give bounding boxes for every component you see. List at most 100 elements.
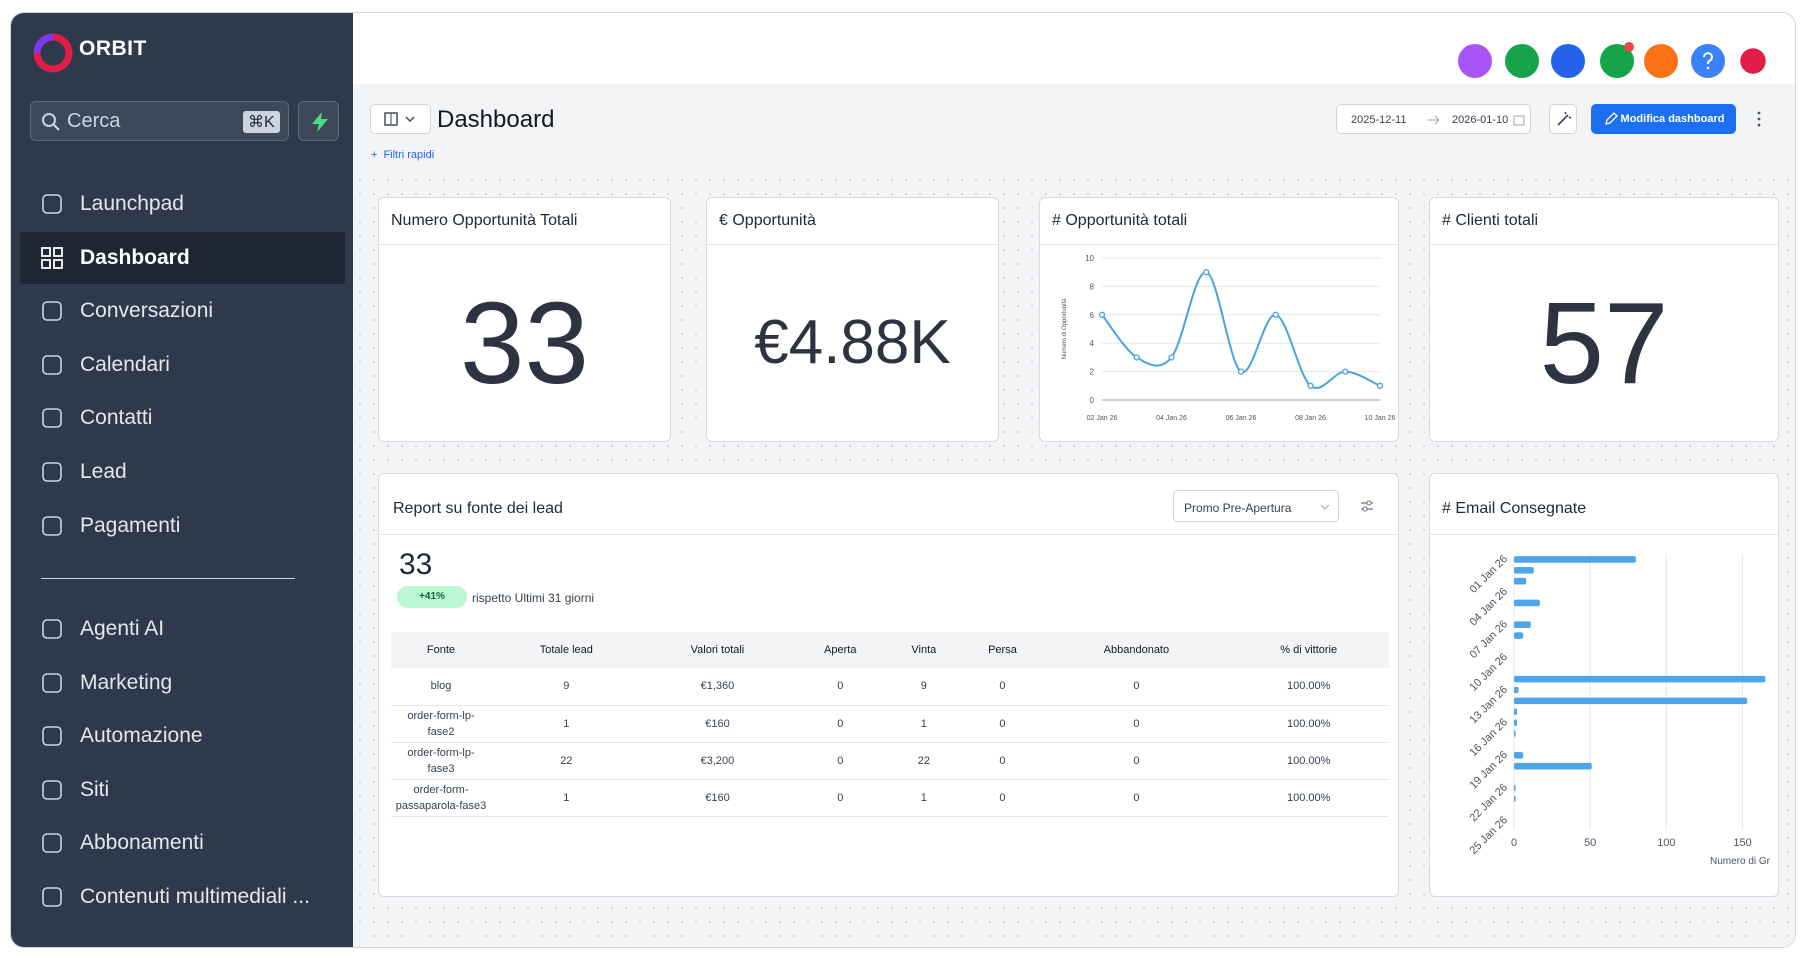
- bar: [1514, 567, 1534, 574]
- table-row: order-form-passaparola-fase3 1 €160 0 1 0 0 100…: [391, 779, 1389, 817]
- nav-label: Abbonamenti: [80, 831, 204, 855]
- bar: [1514, 730, 1516, 737]
- nav-item[interactable]: Contatti: [20, 392, 345, 444]
- icon-part: [42, 619, 62, 639]
- table-cell: €1,360: [641, 668, 794, 706]
- nav-item[interactable]: Launchpad: [20, 178, 345, 230]
- nav-item[interactable]: Lead: [20, 446, 345, 498]
- nav-item[interactable]: Contenuti multimediali ...: [20, 871, 345, 923]
- icon-part: [42, 779, 62, 800]
- magic-button[interactable]: [1549, 104, 1577, 134]
- nav-item[interactable]: Pagamenti: [20, 500, 345, 552]
- nav-icon: [42, 779, 62, 800]
- nav-item[interactable]: Conversazioni: [20, 285, 345, 337]
- nav-icon: [42, 726, 62, 746]
- icon-part: [42, 672, 62, 693]
- date-from: 2025-12-11: [1351, 114, 1407, 126]
- nav-item[interactable]: Calendari: [20, 339, 345, 391]
- date-range[interactable]: 2025-12-11 2026-01-10: [1336, 104, 1531, 134]
- icon-part: [42, 515, 62, 536]
- bar: [1514, 751, 1524, 759]
- table-cell: 0: [960, 742, 1045, 780]
- table-cell: order-form-passaparola-fase3: [391, 779, 491, 817]
- kpi-card: € Opportunità €4.88K: [706, 197, 999, 442]
- table-cell: 100.00%: [1228, 742, 1389, 780]
- date-to: 2026-01-10: [1452, 114, 1509, 126]
- kpi-card: # Clienti totali 57: [1429, 197, 1779, 442]
- card-title: Report su fonte dei lead: [393, 500, 563, 517]
- table-cell: 0: [1044, 779, 1229, 817]
- quick-action[interactable]: [298, 101, 339, 141]
- table-cell: 1: [887, 705, 961, 743]
- bar: [1514, 675, 1766, 683]
- quick-filters-label: Filtri rapidi: [383, 149, 435, 161]
- table-cell: 0: [1044, 742, 1229, 780]
- x-tick-label: 02 Jan 26: [1087, 415, 1118, 422]
- bar: [1514, 784, 1516, 792]
- table-cell: 9: [887, 668, 961, 706]
- edit-button[interactable]: Modifica dashboard: [1591, 104, 1736, 134]
- column-header: % di vittorie: [1228, 632, 1389, 668]
- more-menu[interactable]: [1754, 109, 1764, 129]
- icon-part: [42, 354, 62, 375]
- table-cell: 1: [491, 705, 642, 743]
- help-icon[interactable]: [1691, 44, 1725, 78]
- icon-part: [53, 258, 63, 269]
- bell-icon[interactable]: [1644, 44, 1678, 78]
- profile-icon[interactable]: [1740, 48, 1766, 74]
- icon-part: [42, 462, 62, 482]
- table-cell: 0: [793, 668, 888, 706]
- nav-item[interactable]: Automazione: [20, 710, 345, 762]
- icon-part: [42, 408, 62, 429]
- column-header: Vinta: [887, 632, 961, 668]
- search-box[interactable]: Cerca ⌘K: [30, 101, 289, 141]
- phone-icon[interactable]: [1505, 44, 1539, 78]
- nav-item[interactable]: Siti: [20, 764, 345, 816]
- nav-label: Lead: [80, 460, 127, 483]
- icon-part: [42, 833, 62, 854]
- nav-icon: [42, 672, 62, 693]
- nav-icon: [42, 408, 62, 429]
- nav-icon: [41, 246, 63, 269]
- line-chart: 0 2 4 6 8 10 Numero di Opportunità 02 Jan 26 04 …: [1062, 254, 1395, 422]
- settings-icon[interactable]: [1359, 498, 1375, 514]
- icon-part: [41, 258, 51, 269]
- nav-icon: [42, 301, 62, 321]
- table-cell: €160: [641, 705, 794, 743]
- change-badge: +41%: [397, 586, 467, 608]
- filter-dropdown[interactable]: Promo Pre-Apertura: [1173, 490, 1339, 522]
- icon-part: [53, 246, 63, 257]
- bar: [1514, 762, 1592, 770]
- y-tick-label: 6: [1090, 311, 1095, 320]
- column-header: Persa: [960, 632, 1045, 668]
- point: [1376, 382, 1384, 389]
- nav-item[interactable]: Agenti AI: [20, 603, 345, 655]
- point: [1098, 311, 1106, 318]
- nav-label: Calendari: [80, 352, 170, 376]
- y-tick-label: 2: [1090, 368, 1095, 377]
- bar: [1514, 621, 1531, 629]
- nav-item[interactable]: Dashboard: [20, 231, 345, 284]
- nav-item[interactable]: Marketing: [20, 657, 345, 709]
- card-title: Numero Opportunità Totali: [391, 212, 578, 229]
- chart-card: # Email Consegnate 0 50 100 150 Numero di Gr…: [1429, 473, 1779, 897]
- translate-icon[interactable]: [1458, 44, 1492, 78]
- quick-filters[interactable]: + Filtri rapidi: [371, 149, 435, 161]
- nav-icon: [42, 354, 62, 375]
- table-cell: 0: [960, 779, 1045, 817]
- view-button[interactable]: [370, 104, 431, 134]
- nav-icon: [42, 887, 62, 907]
- table-cell: order-form-lp-fase2: [391, 705, 491, 743]
- bar: [1514, 577, 1527, 585]
- ai-icon[interactable]: [1551, 44, 1585, 78]
- announce-icon[interactable]: [1600, 42, 1634, 78]
- table-cell: order-form-lp-fase3: [391, 742, 491, 780]
- table-cell: 0: [793, 705, 888, 743]
- table-cell: 0: [960, 668, 1045, 706]
- card-title: # Opportunità totali: [1052, 212, 1188, 229]
- nav-item[interactable]: Abbonamenti: [20, 817, 345, 869]
- app: ORBIT Cerca ⌘K Launchpad Dashboard Convers…: [10, 12, 1796, 948]
- table-cell: 100.00%: [1228, 705, 1389, 743]
- table-row: order-form-lp-fase3 22 €3,200 0 22 0 0 100.00%: [391, 742, 1389, 780]
